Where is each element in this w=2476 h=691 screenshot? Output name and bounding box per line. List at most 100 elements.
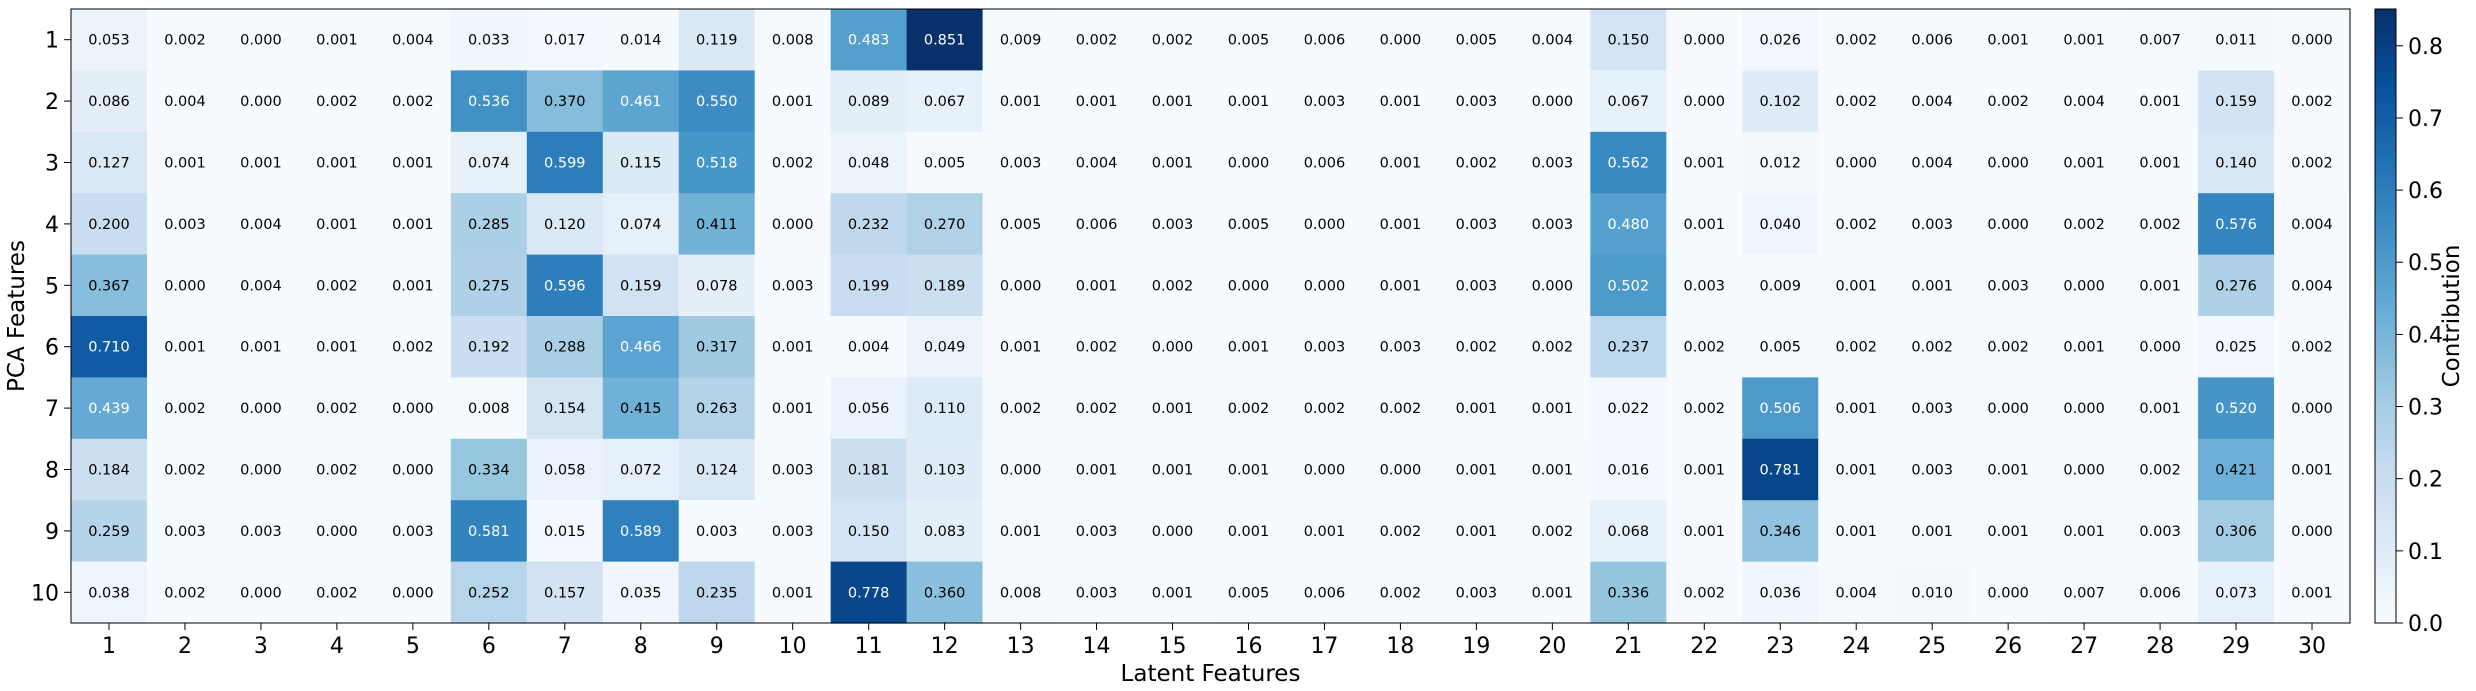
cell-value-label: 0.004 — [2291, 278, 2333, 294]
cell-value-label: 0.001 — [1835, 524, 1877, 540]
cell-value-label: 0.001 — [772, 340, 814, 356]
cell-value-label: 0.002 — [1152, 33, 1194, 49]
cell-value-label: 0.000 — [1532, 94, 1574, 110]
heatmap-cell — [222, 316, 300, 378]
cell-value-label: 0.010 — [1911, 585, 1953, 601]
heatmap-cells — [71, 9, 2351, 624]
heatmap-cell — [1666, 316, 1743, 378]
heatmap-cell — [2046, 254, 2123, 317]
heatmap-cell — [1058, 438, 1136, 501]
heatmap-cell — [754, 9, 832, 71]
heatmap-cell — [602, 70, 680, 133]
heatmap-cell — [982, 561, 1060, 624]
cell-value-label: 0.012 — [1759, 156, 1801, 172]
cell-value-label: 0.150 — [1608, 33, 1650, 49]
cell-value-label: 0.005 — [924, 156, 966, 172]
heatmap-cell — [982, 254, 1060, 317]
cell-value-label: 0.000 — [1000, 278, 1042, 294]
heatmap-cell — [1590, 377, 1667, 440]
cell-value-label: 0.288 — [544, 340, 586, 356]
cell-value-label: 0.086 — [88, 94, 130, 110]
x-tick-label: 27 — [2070, 634, 2098, 659]
heatmap-cell — [2046, 193, 2123, 256]
cell-value-label: 0.103 — [924, 463, 966, 479]
cell-value-label: 0.002 — [1152, 278, 1194, 294]
x-tick-label: 3 — [254, 634, 268, 659]
x-tick-label: 30 — [2298, 634, 2326, 659]
cell-value-label: 0.003 — [772, 278, 814, 294]
heatmap-cell — [1742, 500, 1819, 563]
cell-value-label: 0.536 — [468, 94, 510, 110]
cell-value-label: 0.067 — [1608, 94, 1650, 110]
cell-value-label: 0.001 — [772, 401, 814, 417]
heatmap-cell — [2198, 193, 2275, 256]
cell-value-label: 0.000 — [1684, 94, 1726, 110]
cell-value-label: 0.014 — [620, 33, 662, 49]
heatmap-cell — [1514, 254, 1591, 317]
heatmap-cell — [146, 9, 224, 71]
cell-value-label: 0.000 — [392, 585, 434, 601]
heatmap-cell — [1438, 70, 1515, 133]
y-tick-label: 10 — [31, 581, 59, 606]
heatmap-cell — [1742, 131, 1819, 194]
cell-value-label: 0.003 — [1000, 156, 1042, 172]
heatmap-cell — [1742, 561, 1819, 624]
cell-value-label: 0.001 — [772, 585, 814, 601]
heatmap-cell — [374, 254, 452, 317]
cell-value-label: 0.001 — [2063, 524, 2105, 540]
cell-value-label: 0.003 — [772, 524, 814, 540]
cell-value-label: 0.056 — [848, 401, 890, 417]
heatmap-cell — [678, 561, 756, 624]
heatmap-cell — [1894, 377, 1971, 440]
heatmap-cell — [1970, 377, 2047, 440]
cell-value-label: 0.159 — [620, 278, 662, 294]
cell-value-label: 0.001 — [316, 340, 358, 356]
heatmap-cell — [1666, 9, 1743, 71]
cell-value-label: 0.001 — [1380, 278, 1422, 294]
heatmap-cell — [2198, 131, 2275, 194]
x-tick-label: 19 — [1462, 634, 1490, 659]
cell-value-label: 0.016 — [1608, 463, 1650, 479]
cell-value-label: 0.001 — [1835, 401, 1877, 417]
cell-value-label: 0.000 — [2139, 340, 2181, 356]
heatmap-cell — [1210, 193, 1288, 256]
cell-value-label: 0.002 — [1684, 585, 1726, 601]
cell-value-label: 0.002 — [2139, 217, 2181, 233]
x-tick-label: 4 — [330, 634, 344, 659]
x-tick-label: 12 — [931, 634, 959, 659]
heatmap-cell — [71, 561, 148, 624]
heatmap-cell — [450, 500, 528, 563]
heatmap-cell — [1286, 254, 1364, 317]
cell-value-label: 0.110 — [924, 401, 966, 417]
heatmap-cell — [1058, 254, 1136, 317]
heatmap-cell — [1894, 561, 1971, 624]
cell-value-label: 0.001 — [1076, 94, 1118, 110]
cell-value-label: 0.001 — [316, 156, 358, 172]
heatmap-cell — [1134, 316, 1212, 378]
heatmap-cell — [906, 193, 984, 256]
cell-value-label: 0.000 — [1304, 217, 1346, 233]
cell-value-label: 0.000 — [772, 217, 814, 233]
cell-value-label: 0.026 — [1759, 33, 1801, 49]
cell-value-label: 0.000 — [1228, 278, 1270, 294]
cell-value-label: 0.001 — [1228, 340, 1270, 356]
cell-value-label: 0.003 — [1456, 94, 1498, 110]
cell-value-label: 0.001 — [1152, 463, 1194, 479]
cell-value-label: 0.001 — [1911, 278, 1953, 294]
cell-value-label: 0.003 — [1076, 524, 1118, 540]
cell-value-label: 0.005 — [1456, 33, 1498, 49]
cell-value-label: 0.073 — [2215, 585, 2257, 601]
heatmap-cell — [2046, 316, 2123, 378]
heatmap-cell — [222, 561, 300, 624]
cell-value-label: 0.000 — [1380, 463, 1422, 479]
heatmap-cell — [1514, 9, 1591, 71]
y-tick-label: 9 — [45, 520, 59, 545]
cell-value-label: 0.003 — [1532, 217, 1574, 233]
cell-value-label: 0.000 — [240, 463, 282, 479]
colorbar-tick-label: 0.4 — [2408, 323, 2443, 348]
colorbar-tick-label: 0.1 — [2408, 540, 2443, 565]
cell-value-label: 0.154 — [544, 401, 586, 417]
heatmap-cell — [2274, 316, 2351, 378]
heatmap-cell — [982, 70, 1060, 133]
heatmap-cell — [1286, 131, 1364, 194]
